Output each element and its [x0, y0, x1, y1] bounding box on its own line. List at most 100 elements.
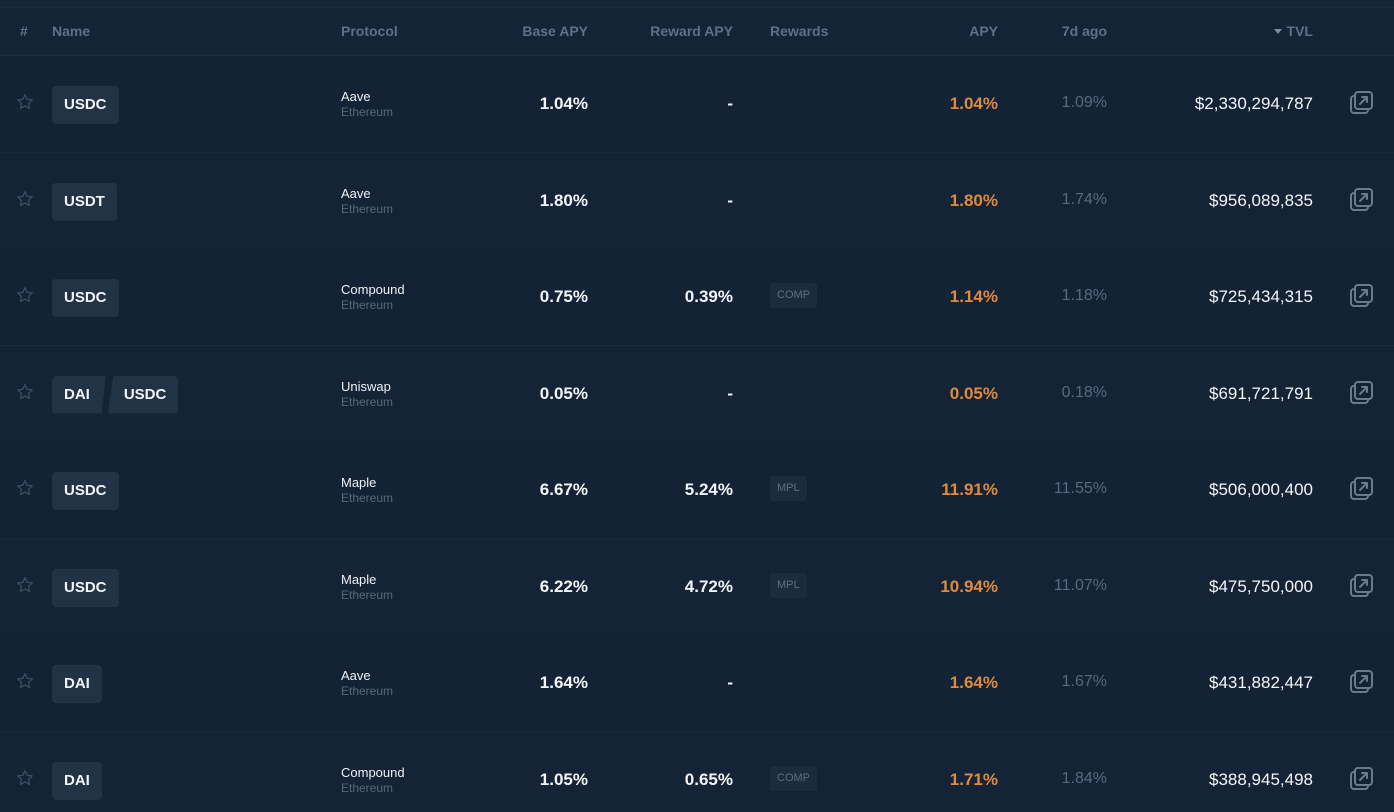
token-badge[interactable]: USDC — [107, 375, 179, 414]
table-row[interactable]: USDC Compound Ethereum 0.75% 0.39% COMP … — [0, 249, 1394, 346]
seven-day-ago-value: 11.55% — [1053, 480, 1107, 497]
protocol-name: Maple — [341, 571, 377, 587]
seven-day-ago-value: 1.74% — [1061, 190, 1107, 208]
token-badge[interactable]: USDC — [52, 568, 119, 607]
chain-name: Ethereum — [341, 394, 394, 409]
seven-day-ago-value: 1.84% — [1061, 769, 1107, 787]
base-apy-value: 1.04% — [539, 94, 588, 113]
pool-tokens: DAI USDC — [52, 375, 179, 414]
reward-token-badge[interactable]: MPL — [770, 572, 807, 598]
pool-tokens: USDT — [52, 182, 117, 221]
chain-name: Ethereum — [341, 587, 394, 602]
table-row[interactable]: DAI Aave Ethereum 1.64% - 1.64% 1.67% $4… — [0, 635, 1394, 732]
header-tvl[interactable]: TVL — [1273, 23, 1313, 39]
apy-value: 10.94% — [940, 576, 998, 596]
reward-apy-value: 0.39% — [684, 287, 733, 306]
protocol-name: Maple — [341, 475, 377, 490]
header-tvl-label: TVL — [1286, 23, 1313, 39]
header-rank: # — [20, 23, 28, 39]
tvl-value: $2,330,294,787 — [1194, 94, 1313, 113]
chain-name: Ethereum — [341, 298, 394, 312]
header-protocol[interactable]: Protocol — [341, 23, 398, 39]
table-row[interactable]: DAI USDC Uniswap Ethereum 0.05% - 0.05% 0… — [0, 345, 1394, 443]
protocol-cell[interactable]: Aave Ethereum — [341, 89, 393, 119]
apy-value: 0.05% — [949, 383, 998, 403]
protocol-cell[interactable]: Aave Ethereum — [341, 668, 393, 698]
reward-token-badge[interactable]: COMP — [770, 765, 817, 791]
token-badge[interactable]: USDT — [52, 182, 117, 221]
external-link-icon[interactable] — [1348, 573, 1374, 599]
reward-token-badge[interactable]: COMP — [770, 283, 817, 308]
chain-name: Ethereum — [341, 201, 394, 216]
pool-tokens: USDC — [52, 472, 119, 510]
protocol-name: Compound — [341, 282, 405, 297]
external-link-icon[interactable] — [1348, 187, 1374, 213]
external-link-icon[interactable] — [1348, 766, 1374, 792]
star-icon[interactable] — [15, 382, 35, 402]
token-badge[interactable]: USDC — [52, 279, 119, 317]
apy-value: 1.04% — [949, 94, 998, 113]
external-link-icon[interactable] — [1348, 669, 1374, 695]
header-reward-apy[interactable]: Reward APY — [650, 23, 733, 39]
external-link-icon[interactable] — [1348, 283, 1374, 309]
protocol-name: Compound — [341, 764, 405, 780]
apy-value: 1.14% — [949, 287, 998, 306]
table-row[interactable]: USDC Aave Ethereum 1.04% - 1.04% 1.09% $… — [0, 56, 1394, 153]
reward-token-badge[interactable]: MPL — [770, 476, 807, 501]
star-icon[interactable] — [15, 92, 35, 112]
header-rewards[interactable]: Rewards — [770, 23, 829, 39]
token-badge[interactable]: DAI — [52, 665, 102, 703]
external-link-icon[interactable] — [1348, 476, 1374, 502]
table-header: # Name Protocol Base APY Reward APY Rewa… — [0, 8, 1394, 56]
tvl-value: $691,721,791 — [1209, 383, 1313, 403]
pool-tokens: USDC — [52, 86, 119, 124]
star-icon[interactable] — [15, 768, 35, 788]
reward-apy-value: - — [727, 94, 733, 113]
apy-value: 11.91% — [941, 480, 998, 499]
protocol-name: Aave — [341, 668, 371, 683]
base-apy-value: 6.22% — [539, 576, 588, 596]
seven-day-ago-value: 1.18% — [1061, 287, 1107, 304]
apy-value: 1.80% — [949, 190, 998, 210]
header-name[interactable]: Name — [52, 23, 91, 39]
external-link-icon[interactable] — [1348, 90, 1374, 116]
chain-name: Ethereum — [341, 491, 394, 505]
protocol-cell[interactable]: Maple Ethereum — [341, 475, 393, 505]
base-apy-value: 1.05% — [539, 769, 588, 789]
tvl-value: $388,945,498 — [1209, 769, 1313, 789]
tvl-value: $725,434,315 — [1209, 287, 1313, 306]
header-base-apy[interactable]: Base APY — [522, 23, 588, 39]
star-icon[interactable] — [15, 671, 35, 691]
protocol-cell[interactable]: Aave Ethereum — [341, 186, 393, 216]
token-badge[interactable]: DAI — [52, 375, 106, 414]
token-badge[interactable]: USDC — [52, 472, 119, 510]
table-row[interactable]: USDC Maple Ethereum 6.67% 5.24% MPL 11.9… — [0, 442, 1394, 539]
star-icon[interactable] — [15, 478, 35, 498]
protocol-cell[interactable]: Maple Ethereum — [341, 572, 393, 602]
table-row[interactable]: DAI Compound Ethereum 1.05% 0.65% COMP 1… — [0, 731, 1394, 812]
token-badge[interactable]: USDC — [52, 86, 119, 124]
reward-apy-value: - — [727, 673, 733, 692]
pool-tokens: DAI — [52, 665, 102, 703]
tvl-value: $431,882,447 — [1209, 673, 1313, 692]
pool-tokens: USDC — [52, 568, 119, 607]
pool-tokens: DAI — [52, 761, 102, 800]
chain-name: Ethereum — [341, 780, 394, 795]
caret-down-icon — [1273, 29, 1282, 34]
protocol-cell[interactable]: Compound Ethereum — [341, 282, 405, 312]
reward-apy-value: 5.24% — [684, 480, 733, 499]
star-icon[interactable] — [15, 189, 35, 209]
reward-apy-value: 0.65% — [684, 769, 733, 789]
header-apy[interactable]: APY — [969, 23, 998, 39]
star-icon[interactable] — [15, 285, 35, 305]
protocol-cell[interactable]: Uniswap Ethereum — [341, 379, 393, 409]
table-row[interactable]: USDC Maple Ethereum 6.22% 4.72% MPL 10.9… — [0, 538, 1394, 636]
base-apy-value: 6.67% — [539, 480, 588, 499]
star-icon[interactable] — [15, 575, 35, 595]
protocol-cell[interactable]: Compound Ethereum — [341, 765, 405, 795]
header-7d-ago[interactable]: 7d ago — [1061, 23, 1107, 39]
token-badge[interactable]: DAI — [52, 761, 102, 800]
table-row[interactable]: USDT Aave Ethereum 1.80% - 1.80% 1.74% $… — [0, 152, 1394, 250]
external-link-icon[interactable] — [1348, 380, 1374, 406]
